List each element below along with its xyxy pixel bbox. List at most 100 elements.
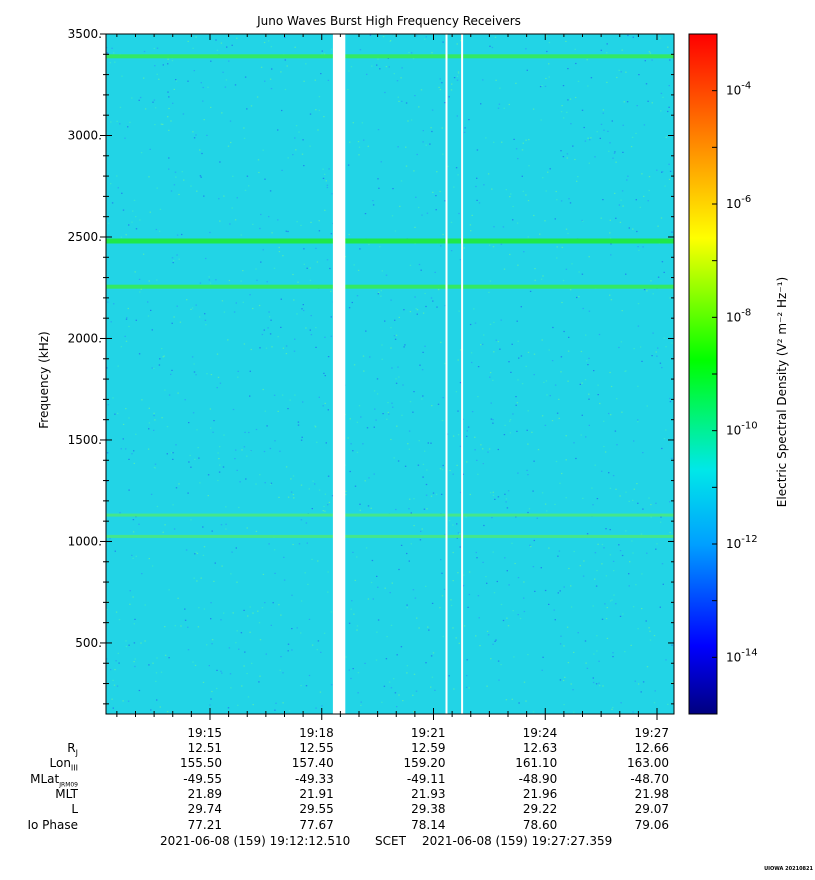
noise-speck: [300, 632, 302, 634]
ephemeris-value: 157.40: [291, 756, 334, 771]
noise-speck: [308, 488, 310, 490]
noise-speck: [444, 200, 446, 202]
noise-speck: [357, 672, 360, 674]
noise-speck: [578, 296, 580, 298]
noise-speck: [114, 669, 116, 671]
noise-speck: [373, 426, 375, 428]
noise-speck: [111, 202, 114, 204]
noise-speck: [422, 351, 424, 353]
noise-speck: [318, 109, 321, 111]
noise-speck: [266, 425, 268, 427]
noise-speck: [317, 640, 320, 642]
ephemeris-value: 21.91: [299, 786, 334, 801]
noise-speck: [131, 554, 133, 556]
noise-speck: [219, 446, 221, 448]
noise-speck: [131, 453, 133, 455]
noise-speck: [379, 246, 381, 248]
noise-speck: [128, 417, 130, 419]
noise-speck: [287, 408, 289, 410]
noise-speck: [467, 426, 470, 428]
noise-speck: [533, 214, 535, 217]
noise-speck: [633, 488, 635, 490]
noise-speck: [587, 364, 589, 366]
noise-speck: [121, 75, 123, 77]
noise-speck: [368, 243, 370, 246]
noise-speck: [412, 57, 415, 60]
noise-speck: [154, 419, 156, 421]
noise-speck: [632, 606, 635, 608]
noise-speck: [441, 127, 443, 129]
y-axis-label: Frequency (kHz): [37, 331, 51, 428]
noise-speck: [669, 170, 672, 172]
noise-speck: [285, 345, 288, 347]
noise-speck: [457, 71, 460, 73]
noise-speck: [314, 425, 316, 427]
noise-speck: [119, 512, 121, 514]
noise-speck: [153, 47, 155, 50]
noise-speck: [465, 686, 468, 688]
noise-speck: [661, 171, 663, 173]
noise-speck: [301, 308, 303, 310]
noise-speck: [490, 658, 492, 660]
noise-speck: [426, 212, 429, 214]
noise-speck: [480, 444, 482, 446]
noise-speck: [199, 175, 202, 177]
noise-speck: [595, 585, 598, 587]
noise-speck: [173, 260, 175, 262]
noise-speck: [471, 214, 473, 216]
noise-speck: [292, 273, 294, 276]
colorbar-tick-label: 10-14: [726, 647, 758, 664]
noise-speck: [568, 567, 570, 570]
noise-speck: [163, 355, 165, 357]
noise-speck: [577, 176, 579, 178]
noise-speck: [452, 551, 454, 554]
noise-speck: [194, 664, 197, 666]
noise-speck: [159, 358, 161, 360]
noise-speck: [606, 43, 608, 45]
noise-speck: [196, 429, 198, 431]
noise-speck: [317, 129, 319, 131]
noise-speck: [671, 231, 673, 233]
noise-speck: [437, 289, 440, 291]
noise-speck: [420, 269, 422, 271]
noise-speck: [170, 452, 173, 454]
noise-speck: [360, 704, 362, 706]
noise-speck: [646, 405, 648, 407]
noise-speck: [255, 428, 258, 431]
noise-speck: [187, 40, 189, 42]
noise-speck: [588, 357, 590, 359]
noise-speck: [616, 444, 618, 446]
noise-speck: [660, 217, 663, 219]
noise-speck: [499, 348, 501, 350]
noise-speck: [274, 572, 276, 574]
noise-speck: [193, 577, 195, 579]
noise-speck: [262, 573, 265, 575]
noise-speck: [544, 424, 547, 426]
noise-speck: [300, 519, 303, 521]
noise-speck: [318, 489, 321, 491]
noise-speck: [516, 402, 519, 404]
noise-speck: [498, 103, 501, 105]
noise-speck: [466, 461, 468, 463]
noise-speck: [588, 424, 590, 426]
noise-speck: [164, 524, 166, 526]
noise-speck: [231, 207, 233, 209]
noise-speck: [390, 347, 392, 349]
noise-speck: [350, 608, 352, 610]
noise-speck: [505, 699, 508, 701]
noise-speck: [219, 464, 221, 466]
noise-speck: [541, 669, 543, 671]
noise-speck: [436, 306, 438, 308]
noise-speck: [324, 209, 326, 211]
noise-speck: [149, 148, 151, 150]
noise-speck: [318, 96, 321, 98]
noise-speck: [671, 457, 673, 459]
noise-speck: [356, 421, 359, 423]
noise-speck: [190, 519, 192, 521]
noise-speck: [184, 399, 186, 401]
noise-speck: [415, 690, 418, 692]
noise-speck: [440, 559, 442, 561]
ephemeris-value: 79.06: [634, 817, 669, 832]
noise-speck: [586, 360, 588, 362]
noise-speck: [590, 77, 593, 79]
